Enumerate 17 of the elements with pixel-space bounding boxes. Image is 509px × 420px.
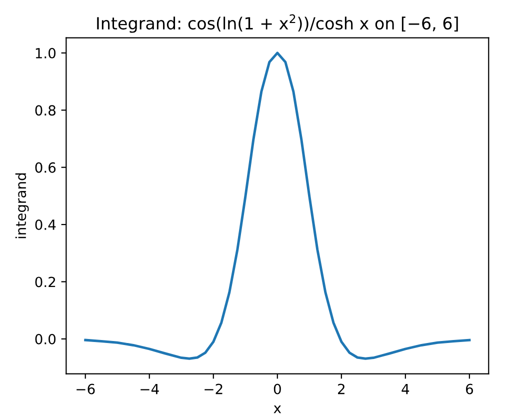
x-tick-label: 4 <box>402 384 410 394</box>
x-tick-label: 0 <box>274 384 281 394</box>
y-tick-label: 0.8 <box>35 105 56 116</box>
y-tick-label: 0.6 <box>35 162 56 173</box>
y-axis-title: integrand <box>15 173 29 238</box>
x-axis-title: x <box>274 405 282 414</box>
chart-title: Integrand: cos(ln(1 + x$^{2}$))/cosh x on [−6, 6] <box>97 14 458 33</box>
y-tick-label: 0.2 <box>35 276 56 288</box>
x-tick-label: −2 <box>204 384 222 394</box>
x-tick-label: −4 <box>140 384 159 394</box>
y-tick-label: 1.0 <box>36 48 56 58</box>
line-series <box>84 52 471 360</box>
x-tick-label: −6 <box>76 384 95 394</box>
x-tick-label: 2 <box>338 384 344 394</box>
y-tick-label: 0.0 <box>35 334 56 344</box>
x-tick-label: 6 <box>466 384 473 394</box>
y-tick-label: 0.4 <box>35 220 56 230</box>
